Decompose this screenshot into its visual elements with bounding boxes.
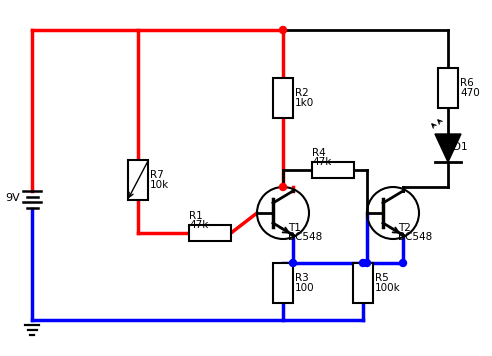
Circle shape bbox=[279, 183, 286, 190]
Text: 47k: 47k bbox=[312, 157, 332, 167]
Circle shape bbox=[360, 260, 367, 267]
Circle shape bbox=[289, 260, 297, 267]
Bar bbox=[438, 68, 458, 108]
Text: BC548: BC548 bbox=[398, 232, 432, 242]
Bar bbox=[189, 225, 231, 241]
Text: 10k: 10k bbox=[150, 180, 169, 190]
Text: R5: R5 bbox=[375, 273, 389, 283]
Text: 100: 100 bbox=[295, 283, 314, 293]
Text: R3: R3 bbox=[295, 273, 309, 283]
Bar bbox=[312, 162, 354, 178]
Bar bbox=[273, 78, 293, 118]
Text: T2: T2 bbox=[398, 223, 411, 233]
Text: R7: R7 bbox=[150, 170, 164, 180]
Circle shape bbox=[400, 260, 406, 267]
Text: 47k: 47k bbox=[189, 220, 209, 230]
Bar bbox=[273, 263, 293, 303]
Text: R1: R1 bbox=[189, 211, 203, 221]
Text: 1k0: 1k0 bbox=[295, 98, 314, 108]
Text: BC548: BC548 bbox=[288, 232, 322, 242]
Text: D1: D1 bbox=[453, 142, 467, 152]
Text: R2: R2 bbox=[295, 88, 309, 98]
Text: T1: T1 bbox=[288, 223, 301, 233]
Text: 9V: 9V bbox=[5, 193, 20, 203]
Text: R4: R4 bbox=[312, 148, 326, 158]
Circle shape bbox=[364, 260, 370, 267]
Text: 470: 470 bbox=[460, 88, 480, 98]
Polygon shape bbox=[435, 134, 461, 162]
Circle shape bbox=[279, 26, 286, 33]
Bar bbox=[128, 160, 148, 200]
Bar bbox=[353, 263, 373, 303]
Text: R6: R6 bbox=[460, 78, 474, 88]
Text: 100k: 100k bbox=[375, 283, 401, 293]
